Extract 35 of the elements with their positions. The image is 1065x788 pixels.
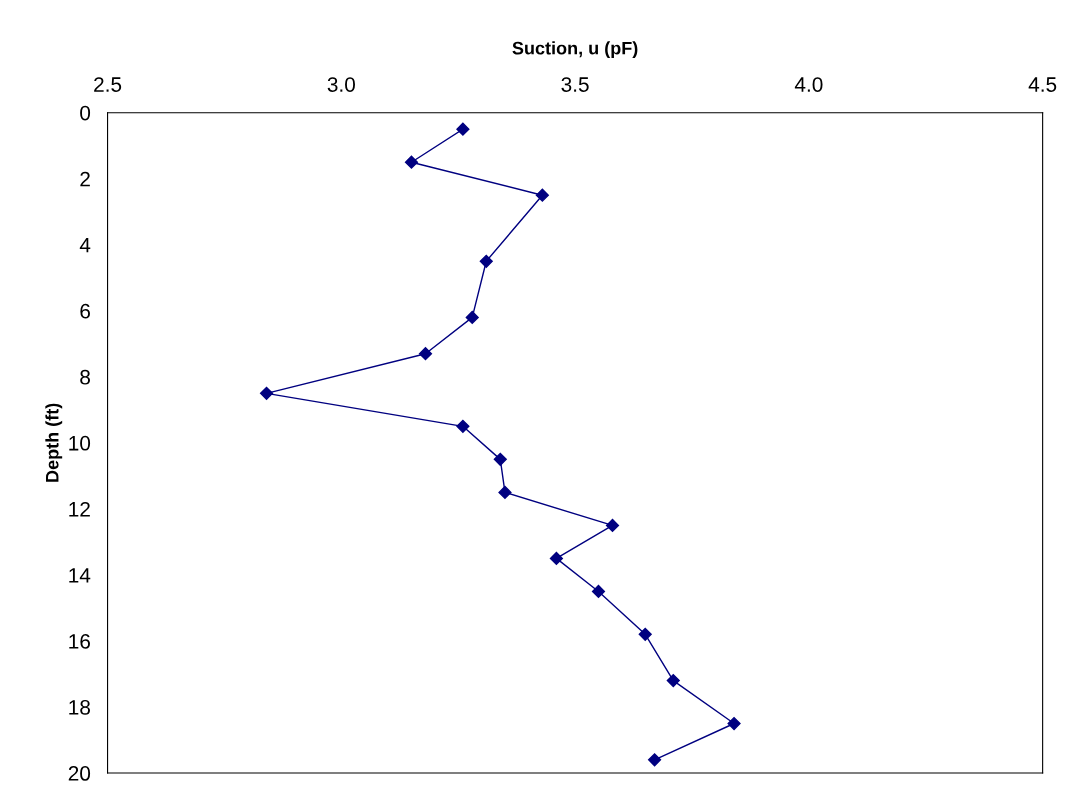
point bbox=[605, 518, 620, 532]
y-tick-label: 2 bbox=[80, 171, 90, 187]
y-tick-label: 16 bbox=[69, 633, 90, 649]
point bbox=[479, 254, 493, 268]
point bbox=[535, 188, 549, 202]
y-tick-label: 0 bbox=[80, 105, 91, 121]
point bbox=[647, 753, 662, 767]
point bbox=[549, 551, 563, 566]
x-tick-label: 3.0 bbox=[327, 77, 355, 92]
x-tick-label: 4.5 bbox=[1028, 77, 1057, 92]
point bbox=[591, 584, 606, 599]
y-tick-label: 8 bbox=[80, 369, 90, 385]
y-tick-label: 18 bbox=[69, 699, 90, 715]
point bbox=[259, 386, 274, 400]
y-tick-label: 20 bbox=[68, 766, 91, 781]
point bbox=[727, 716, 741, 731]
point bbox=[418, 347, 433, 361]
x-tick-label: 3.5 bbox=[561, 77, 589, 92]
y-tick-label: 4 bbox=[79, 237, 91, 253]
y-tick-label: 6 bbox=[80, 303, 90, 319]
point bbox=[456, 122, 470, 136]
y-tick-label: 14 bbox=[69, 568, 91, 583]
point bbox=[465, 310, 479, 324]
point bbox=[498, 485, 512, 499]
y-tick-label: 10 bbox=[69, 435, 91, 451]
y-axis-title: Depth (ft) bbox=[45, 403, 63, 482]
x-tick-label: 2.5 bbox=[94, 77, 122, 92]
x-axis-title: Suction, u (pF) bbox=[512, 41, 638, 59]
point bbox=[638, 627, 652, 641]
x-tick-label: 4.0 bbox=[794, 77, 823, 92]
y-tick-label: 12 bbox=[69, 501, 90, 517]
point bbox=[666, 673, 680, 688]
point bbox=[404, 155, 419, 169]
point bbox=[493, 452, 507, 466]
point bbox=[456, 419, 470, 433]
